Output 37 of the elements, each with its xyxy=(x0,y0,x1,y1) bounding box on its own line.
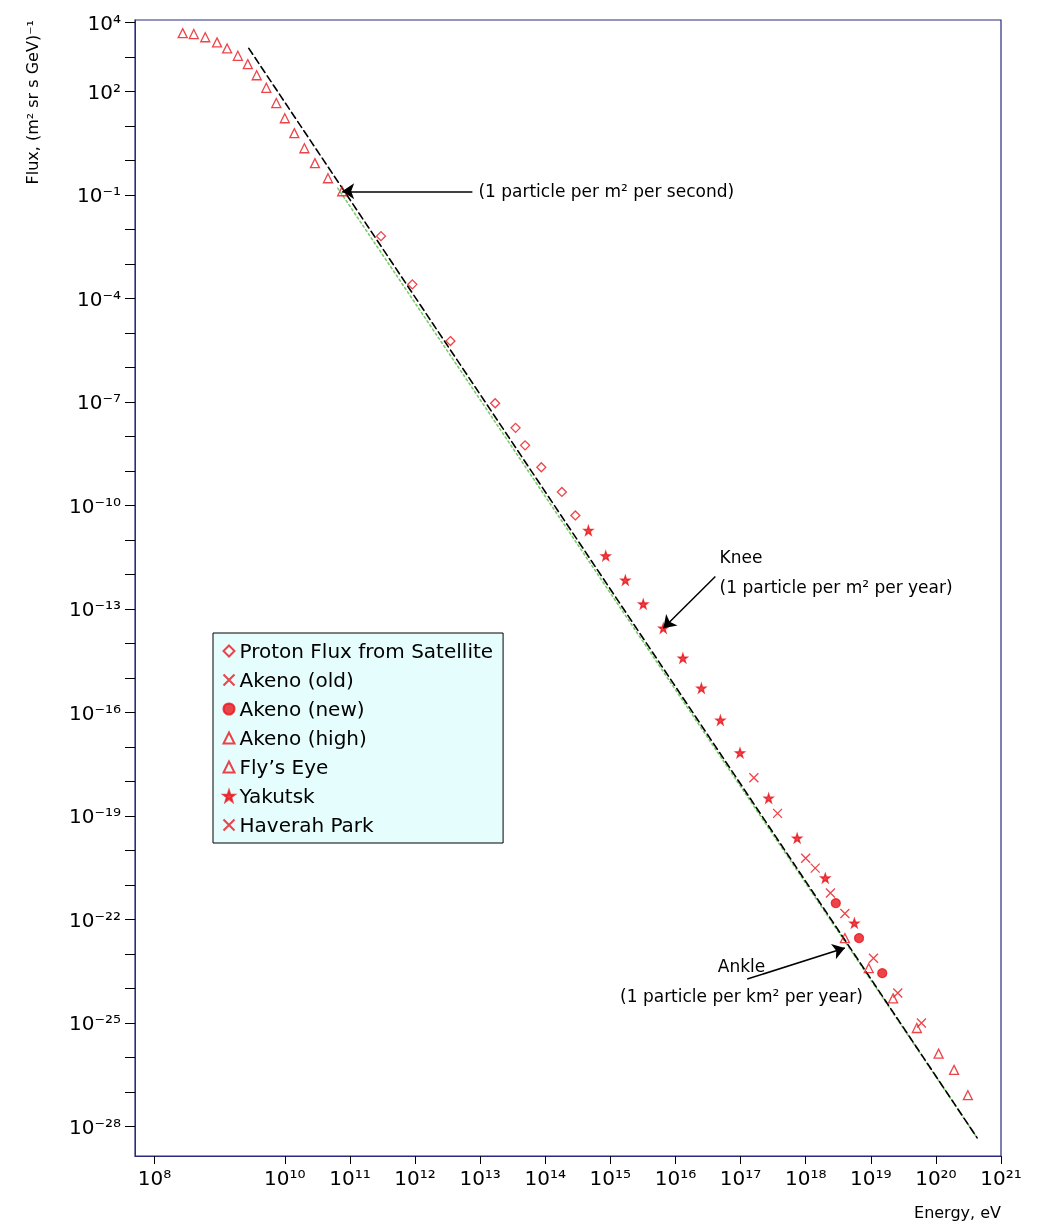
y-tick-label: 10⁻²² xyxy=(68,907,121,932)
y-tick-label: 10⁻²⁸ xyxy=(68,1114,121,1139)
x-tick-label: 10¹³ xyxy=(459,1166,501,1190)
y-tick-label: 10⁻⁴ xyxy=(76,286,121,311)
y-tick-label: 10⁻¹ xyxy=(76,183,121,208)
x-tick-label: 10¹⁶ xyxy=(654,1166,697,1190)
x-tick-label: 10²⁰ xyxy=(915,1166,957,1190)
legend-label: Proton Flux from Satellite xyxy=(239,639,494,663)
legend-label: Akeno (new) xyxy=(239,697,365,721)
annotation: Knee (1 particle per m² per year) xyxy=(719,547,953,598)
y-tick-label: 10⁻¹⁶ xyxy=(68,700,121,725)
x-tick-label: 10²¹ xyxy=(980,1166,1022,1190)
y-tick-label: 10² xyxy=(87,79,121,104)
x-tick-label: 10¹⁹ xyxy=(850,1166,892,1190)
annotation: (1 particle per m² per second) xyxy=(478,181,735,202)
y-tick-label: 10⁻¹⁰ xyxy=(68,493,121,518)
x-tick-label: 10¹⁸ xyxy=(784,1166,827,1190)
y-tick-label: 10⁻²⁵ xyxy=(68,1011,121,1036)
y-tick-label: 10⁻¹⁹ xyxy=(68,804,121,829)
x-tick-label: 10¹¹ xyxy=(329,1166,371,1190)
legend-label: Akeno (high) xyxy=(239,726,367,750)
x-tick-label: 10⁸ xyxy=(137,1166,172,1190)
y-tick-label: 10⁻⁷ xyxy=(76,390,121,415)
y-axis-title: Flux, (m² sr s GeV)⁻¹ xyxy=(22,20,42,185)
y-tick-label: 10⁴ xyxy=(87,10,121,35)
legend-label: Fly’s Eye xyxy=(239,755,329,779)
legend-label: Akeno (old) xyxy=(239,668,354,692)
x-tick-label: 10¹⁵ xyxy=(589,1166,632,1190)
legend-label: Yakutsk xyxy=(238,784,316,808)
x-tick-label: 10¹⁰ xyxy=(264,1166,306,1190)
x-tick-label: 10¹² xyxy=(394,1166,436,1190)
x-tick-label: 10¹⁷ xyxy=(719,1166,762,1190)
annotation: Ankle (1 particle per km² per year) xyxy=(620,955,863,1006)
x-tick-label: 10¹⁴ xyxy=(524,1166,566,1190)
x-axis-title: Energy, eV xyxy=(914,1202,1002,1222)
legend-label: Haverah Park xyxy=(239,813,375,837)
y-tick-label: 10⁻¹³ xyxy=(68,597,121,622)
